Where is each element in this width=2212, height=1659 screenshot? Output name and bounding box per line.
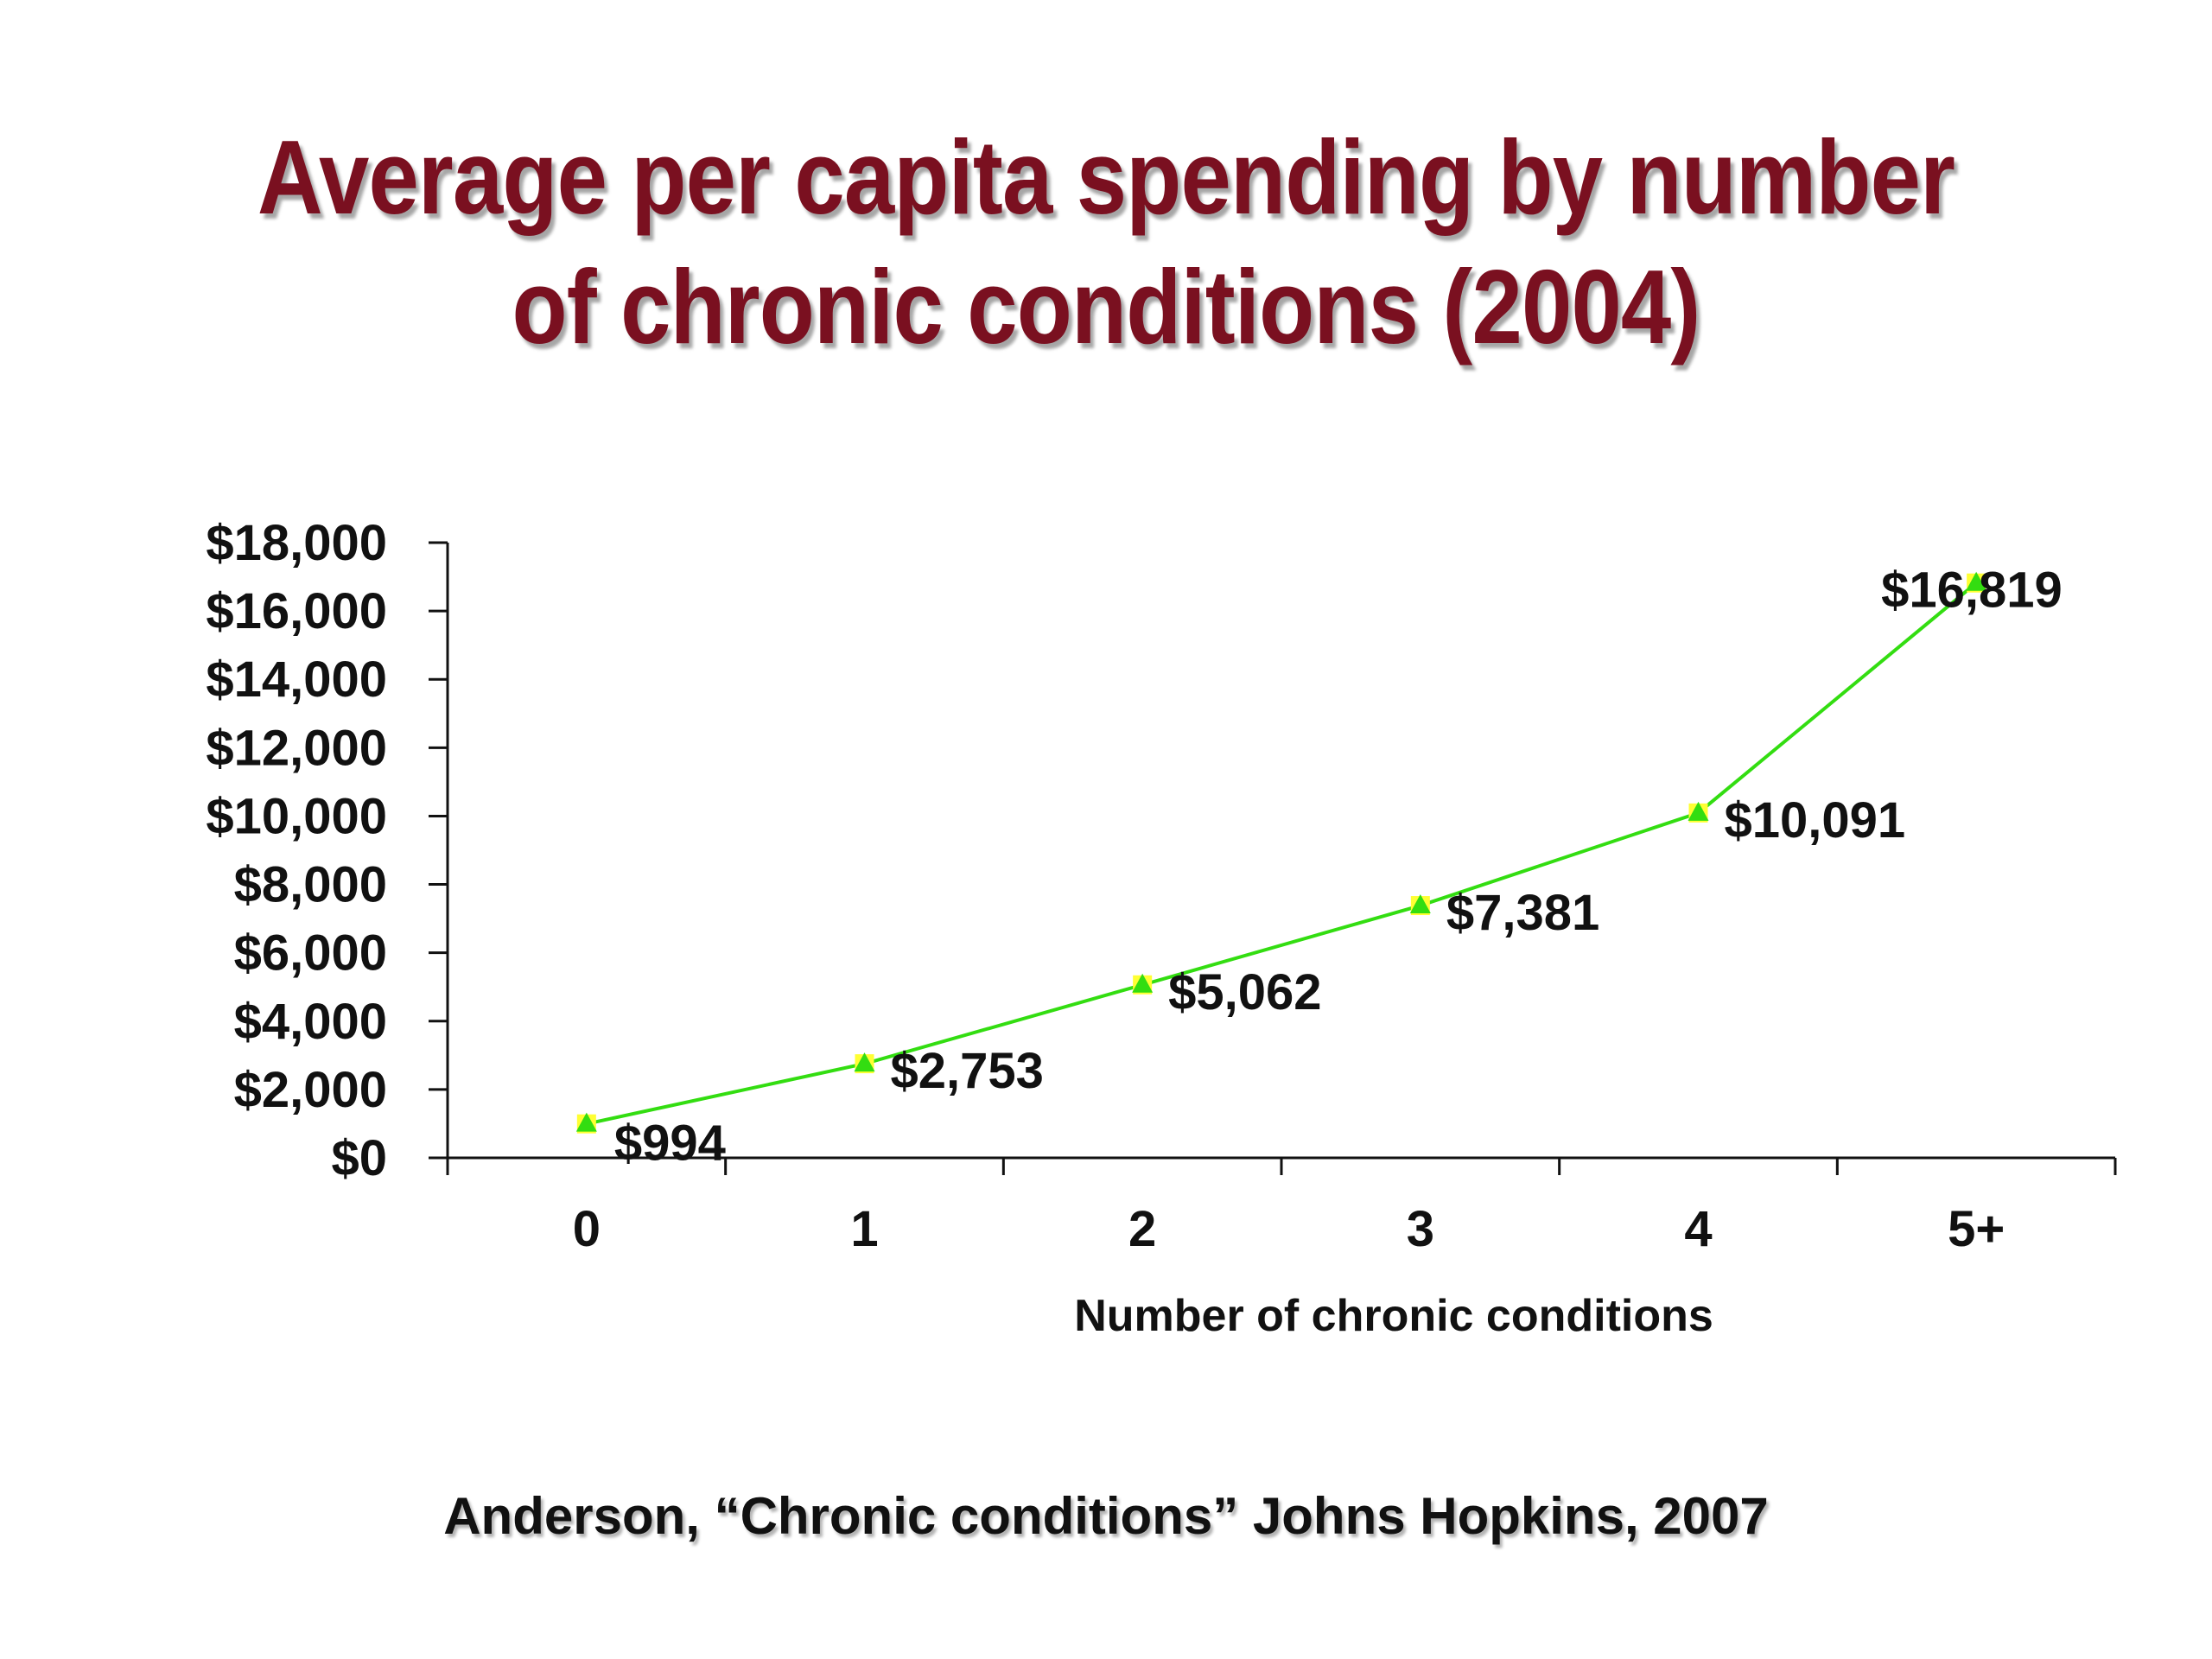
- chart-title-line-1: Average per capita spending by number: [257, 118, 1955, 236]
- data-label: $2,753: [891, 1043, 1044, 1099]
- y-tick-label: $14,000: [206, 652, 387, 708]
- data-point-marker: [575, 1112, 597, 1132]
- y-tick-label: $8,000: [234, 857, 387, 913]
- data-point-marker: [854, 1052, 875, 1072]
- chart-axes: $0 $2,000 $4,000 $6,000 $8,000 $10,000 $12,000…: [206, 515, 2117, 1257]
- chart-title: Average per capita spending by number of…: [155, 112, 2057, 372]
- y-tick-label: $0: [331, 1130, 387, 1186]
- y-tick-label: $4,000: [234, 994, 387, 1050]
- data-label: $7,381: [1446, 885, 1599, 941]
- x-tick-label: 5+: [1948, 1201, 2005, 1257]
- data-point-marker: [1132, 973, 1154, 993]
- chart-series: [575, 571, 1987, 1134]
- data-label: $16,819: [1881, 563, 2063, 619]
- data-point-marker: [1409, 894, 1431, 914]
- data-point-marker: [1966, 571, 1987, 591]
- y-tick-label: $2,000: [234, 1062, 387, 1118]
- x-tick-label: 3: [1407, 1201, 1434, 1257]
- y-tick-label: $18,000: [206, 515, 387, 571]
- y-tick-label: $16,000: [206, 583, 387, 639]
- data-label: $994: [614, 1116, 726, 1172]
- chart-data-labels: $994 $2,753 $5,062 $7,381 $10,091 $16,819: [614, 563, 2063, 1172]
- x-tick-label: 0: [573, 1201, 601, 1257]
- data-label: $10,091: [1725, 792, 1906, 849]
- series-line: [586, 582, 1978, 1126]
- x-tick-label: 4: [1684, 1201, 1712, 1257]
- y-tick-label: $12,000: [206, 720, 387, 776]
- data-point-marker: [1688, 801, 1709, 821]
- chart-title-line-2: of chronic conditions (2004): [512, 248, 1700, 365]
- y-tick-label: $10,000: [206, 788, 387, 844]
- y-tick-label: $6,000: [234, 925, 387, 982]
- x-axis-label: Number of chronic conditions: [1074, 1291, 1713, 1341]
- x-tick-label: 2: [1128, 1201, 1156, 1257]
- data-label: $5,062: [1168, 964, 1321, 1020]
- source-citation: Anderson, “Chronic conditions” Johns Hop…: [443, 1487, 1769, 1545]
- x-tick-label: 1: [850, 1201, 878, 1257]
